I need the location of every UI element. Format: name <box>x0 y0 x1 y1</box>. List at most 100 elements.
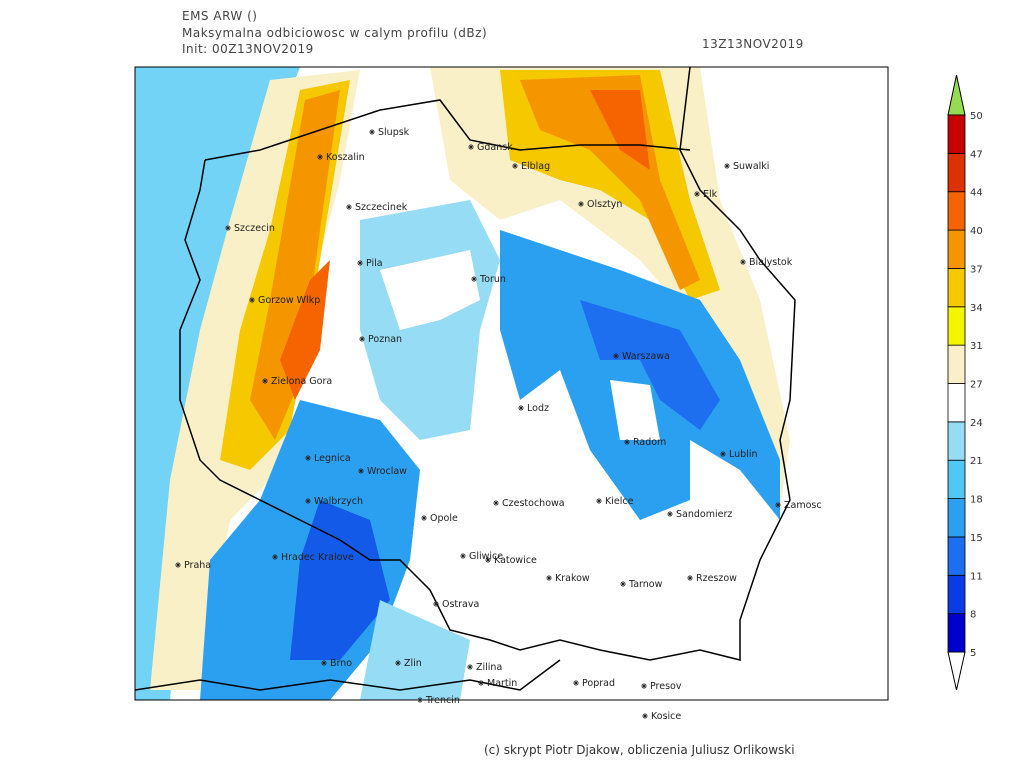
city-marker <box>620 581 626 587</box>
city-label: Suwalki <box>733 161 769 172</box>
reflectivity-field <box>135 67 790 700</box>
city-marker <box>357 260 363 266</box>
city-marker <box>272 554 278 560</box>
city-marker <box>613 353 619 359</box>
city-marker <box>358 468 364 474</box>
colorbar-label: 24 <box>970 418 983 429</box>
city-marker <box>694 191 700 197</box>
city-label: Olsztyn <box>587 199 622 210</box>
city-marker <box>460 553 466 559</box>
city-marker <box>471 276 477 282</box>
city-label: Kielce <box>605 496 634 507</box>
city-marker <box>667 511 673 517</box>
city-label: Koszalin <box>326 152 365 163</box>
city-marker <box>369 129 375 135</box>
city-marker <box>317 154 323 160</box>
footer-credit: (c) skrypt Piotr Djakow, obliczenia Juli… <box>484 743 795 757</box>
colorbar-segment <box>947 421 966 461</box>
colorbar-label: 15 <box>970 533 983 544</box>
city-label: Radom <box>633 437 666 448</box>
city-marker <box>485 557 491 563</box>
city-layer: Slupsk Koszalin Gdansk Elblag Suwalki Szczeci… <box>175 127 822 722</box>
city-label: Szczecinek <box>355 202 408 213</box>
city-label: Warszawa <box>622 351 670 362</box>
city-marker <box>724 163 730 169</box>
colorbar-segment <box>947 268 966 308</box>
city-marker <box>417 697 423 703</box>
city-marker <box>395 660 401 666</box>
city-marker <box>624 439 630 445</box>
colorbar-under <box>947 651 966 691</box>
city-marker <box>305 498 311 504</box>
city-marker <box>573 680 579 686</box>
city-label: Walbrzych <box>314 496 363 507</box>
colorbar-segment <box>947 383 966 423</box>
city-marker <box>518 405 524 411</box>
city-marker <box>321 660 327 666</box>
city-label: Legnica <box>314 453 351 464</box>
city-label: Lodz <box>527 403 549 414</box>
city-label: Zilina <box>476 662 502 673</box>
colorbar-segment <box>947 344 966 384</box>
colorbar-segment <box>947 114 966 154</box>
map-frame <box>134 66 889 701</box>
city-label: Gdansk <box>477 142 513 153</box>
city-label: Gliwice <box>469 551 503 562</box>
city-label: Pila <box>366 258 383 269</box>
city-marker <box>740 259 746 265</box>
city-marker <box>346 204 352 210</box>
city-label: Slupsk <box>378 127 410 138</box>
colorbar-label: 27 <box>970 380 983 391</box>
city-marker <box>687 575 693 581</box>
city-marker <box>249 297 255 303</box>
city-label: Szczecin <box>234 223 275 234</box>
city-marker <box>720 451 726 457</box>
city-marker <box>578 201 584 207</box>
colorbar-label: 8 <box>970 610 976 621</box>
colorbar-segment <box>947 306 966 346</box>
city-label: Ostrava <box>442 599 479 610</box>
city-label: Zlin <box>404 658 422 669</box>
city-label: Brno <box>330 658 352 669</box>
city-label: Zamosc <box>784 500 822 511</box>
colorbar-label: 31 <box>970 341 983 352</box>
colorbar-over <box>947 74 966 116</box>
init-time: Init: 00Z13NOV2019 <box>182 42 314 56</box>
colorbar-segment <box>947 152 966 193</box>
colorbar-label: 11 <box>970 571 983 582</box>
colorbar-segment <box>947 229 966 269</box>
city-marker <box>175 562 181 568</box>
city-label: Torun <box>479 274 506 285</box>
colorbar-segment <box>947 191 966 231</box>
city-label: Elk <box>703 189 718 200</box>
city-label: Zielona Gora <box>271 376 332 387</box>
city-marker <box>642 713 648 719</box>
city-label: Gorzow Wlkp <box>258 295 320 306</box>
city-marker <box>359 336 365 342</box>
colorbar-segment <box>947 613 966 653</box>
city-label: Katowice <box>494 555 537 566</box>
city-label: Martin <box>487 678 517 689</box>
city-label: Hradec Kralove <box>281 552 354 563</box>
colorbar-segment <box>947 498 966 538</box>
borders <box>135 67 796 691</box>
colorbar-segment <box>947 536 966 576</box>
city-label: Bialystok <box>749 257 793 268</box>
city-label: Rzeszow <box>696 573 737 584</box>
city-marker <box>262 378 268 384</box>
city-label: Krakow <box>555 573 590 584</box>
city-marker <box>421 515 427 521</box>
city-marker <box>467 664 473 670</box>
city-marker <box>225 225 231 231</box>
city-marker <box>478 680 484 686</box>
colorbar-segment <box>947 574 966 615</box>
valid-time: 13Z13NOV2019 <box>702 37 804 51</box>
colorbar-label: 44 <box>970 188 983 199</box>
city-label: Kosice <box>651 711 681 722</box>
colorbar-label: 50 <box>970 111 983 122</box>
colorbar-label: 34 <box>970 303 983 314</box>
city-marker <box>468 144 474 150</box>
city-label: Wroclaw <box>367 466 407 477</box>
city-label: Tarnow <box>628 579 663 590</box>
